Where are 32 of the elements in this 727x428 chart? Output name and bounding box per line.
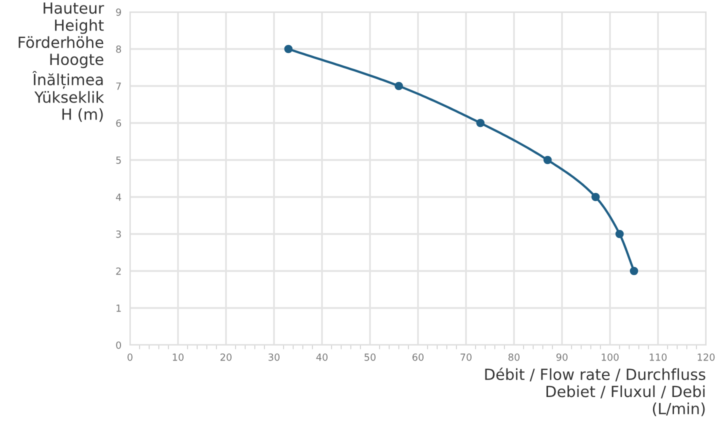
x-axis-title: Débit / Flow rate / Durchfluss Debiet / Fluxul / Debi (L/min): [485, 368, 706, 416]
y-tick-label: 0: [116, 341, 122, 349]
x-tick-label: 80: [508, 354, 520, 361]
y-tick-label: 8: [116, 45, 121, 53]
point: [394, 82, 403, 90]
point: [284, 44, 293, 54]
x-tick-label: 60: [412, 354, 424, 361]
x-tick-label: 120: [698, 354, 715, 361]
x-tick-label: 40: [316, 354, 328, 361]
point: [630, 266, 638, 276]
y-tick-label: 6: [116, 119, 122, 127]
x-tick-label: 110: [650, 354, 667, 361]
x-tick-label: 30: [268, 354, 280, 361]
y-tick-label: 4: [116, 194, 122, 201]
y-tick-label: 5: [116, 156, 121, 164]
x-tick-label: 20: [220, 354, 232, 361]
x-tick-label: 70: [460, 354, 472, 361]
y-tick-label: 2: [116, 267, 121, 275]
x-tick-label: 90: [556, 354, 568, 361]
point: [591, 192, 600, 202]
y-tick-label: 1: [116, 304, 121, 312]
x-tick-label: 100: [602, 354, 619, 361]
y-tick-label: 7: [116, 82, 121, 90]
y-axis-title: Hauteur Height Förderhöhe Hoogte Înălțimea Yükseklik H (m): [18, 2, 104, 122]
y-tick-label: 3: [116, 230, 121, 238]
y-tick-label: 9: [116, 8, 121, 16]
x-tick-label: 10: [172, 354, 184, 361]
point: [615, 230, 624, 238]
x-tick-label: 0: [128, 354, 132, 361]
x-tick-label: 50: [364, 354, 376, 361]
point: [543, 156, 552, 164]
point: [476, 118, 485, 128]
